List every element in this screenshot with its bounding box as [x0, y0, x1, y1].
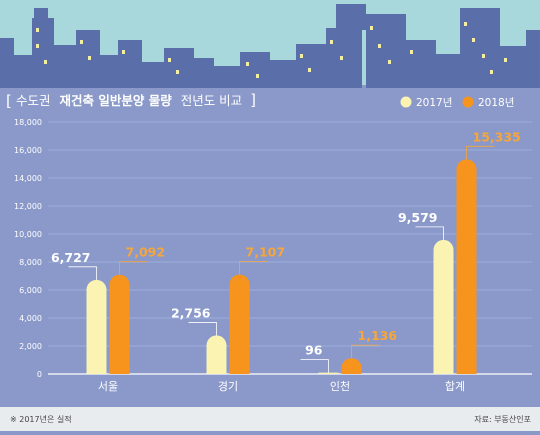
label-leader [68, 266, 97, 280]
x-tick-label: 경기 [218, 380, 238, 393]
y-tick-label: 18,000 [14, 118, 42, 127]
window-17 [464, 22, 467, 26]
bar-서울-2017년 [86, 279, 107, 374]
data-label: 15,335 [473, 129, 521, 144]
chart-title: 수도권 재건축 일반분양 물량 전년도 비교 ] [16, 91, 256, 109]
label-leader [300, 359, 329, 373]
y-tick-label: 0 [37, 370, 42, 379]
bars [86, 159, 477, 374]
label-leader [466, 145, 495, 160]
title-suffix: 전년도 비교 [181, 93, 242, 108]
x-axis-ticks: 서울 경기 인천 합계 [98, 379, 465, 393]
window-9 [300, 54, 303, 58]
title-bracket-close: ] [250, 91, 256, 109]
y-tick-label: 14,000 [14, 174, 42, 183]
window-10 [308, 68, 311, 72]
footer-bar [0, 407, 540, 431]
window-16 [410, 50, 413, 54]
window-11 [330, 40, 333, 44]
x-tick-label: 합계 [445, 380, 465, 393]
bar-서울-2018년 [109, 274, 130, 374]
city-skyline-illustration [0, 4, 540, 88]
label-leader [415, 226, 444, 240]
footer-source: 자료: 부동산인포 [474, 414, 531, 424]
window-15 [388, 60, 391, 64]
bar-경기-2017년 [206, 335, 227, 374]
window-22 [256, 74, 259, 78]
window-6 [168, 58, 171, 62]
window-8 [246, 62, 249, 66]
footer-note: ※ 2017년은 실적 [10, 414, 72, 424]
window-1 [36, 44, 39, 48]
window-21 [504, 58, 507, 62]
data-label: 7,107 [246, 245, 286, 260]
bar-인천-2018년 [341, 358, 362, 374]
data-label: 1,136 [358, 328, 398, 343]
bar-경기-2018년 [229, 274, 250, 374]
title-bracket-open: [ [6, 92, 12, 110]
y-axis-ticks: 0 2,000 4,000 6,000 8,000 10,000 12,000 14,000 1… [14, 118, 42, 379]
y-tick-label: 12,000 [14, 202, 42, 211]
label-leader [239, 261, 268, 275]
window-7 [176, 70, 179, 74]
label-leader [119, 261, 148, 275]
window-5 [122, 50, 125, 54]
bar-인천-2017년 [318, 372, 339, 374]
legend-label-2017: 2017년 [416, 97, 452, 109]
data-label: 9,579 [398, 210, 438, 225]
window-18 [472, 38, 475, 42]
window-3 [80, 40, 83, 44]
bar-합계-2017년 [433, 239, 454, 374]
x-tick-label: 서울 [98, 380, 118, 393]
legend-swatch-2018 [462, 96, 474, 108]
window-12 [340, 56, 343, 60]
label-leader [351, 344, 380, 359]
bar-합계-2018년 [456, 159, 477, 374]
data-label: 2,756 [171, 305, 211, 320]
title-bold: 재건축 일반분양 물량 [60, 93, 173, 108]
y-tick-label: 8,000 [19, 258, 42, 267]
window-20 [490, 70, 493, 74]
legend: 2017년 2018년 [400, 96, 514, 109]
x-tick-label: 인천 [330, 379, 350, 393]
window-14 [378, 44, 381, 48]
window-2 [44, 60, 47, 64]
data-labels: 6,727 7,092 2,756 7,107 96 1,136 9,579 15,335 [51, 129, 521, 357]
legend-label-2018: 2018년 [478, 97, 514, 109]
y-tick-label: 2,000 [19, 342, 42, 351]
y-tick-label: 10,000 [14, 230, 42, 239]
y-tick-label: 16,000 [14, 146, 42, 155]
title-prefix: 수도권 [16, 93, 51, 108]
data-label: 96 [305, 343, 323, 358]
skyline-windows [36, 22, 507, 78]
legend-swatch-2017 [400, 96, 412, 108]
label-leader [188, 322, 217, 336]
y-tick-label: 6,000 [19, 286, 42, 295]
window-13 [370, 26, 373, 30]
window-4 [88, 56, 91, 60]
window-0 [36, 28, 39, 32]
data-label: 7,092 [126, 245, 166, 260]
label-leaders [68, 145, 495, 373]
window-19 [482, 54, 485, 58]
data-label: 6,727 [51, 250, 91, 265]
y-tick-label: 4,000 [19, 314, 42, 323]
